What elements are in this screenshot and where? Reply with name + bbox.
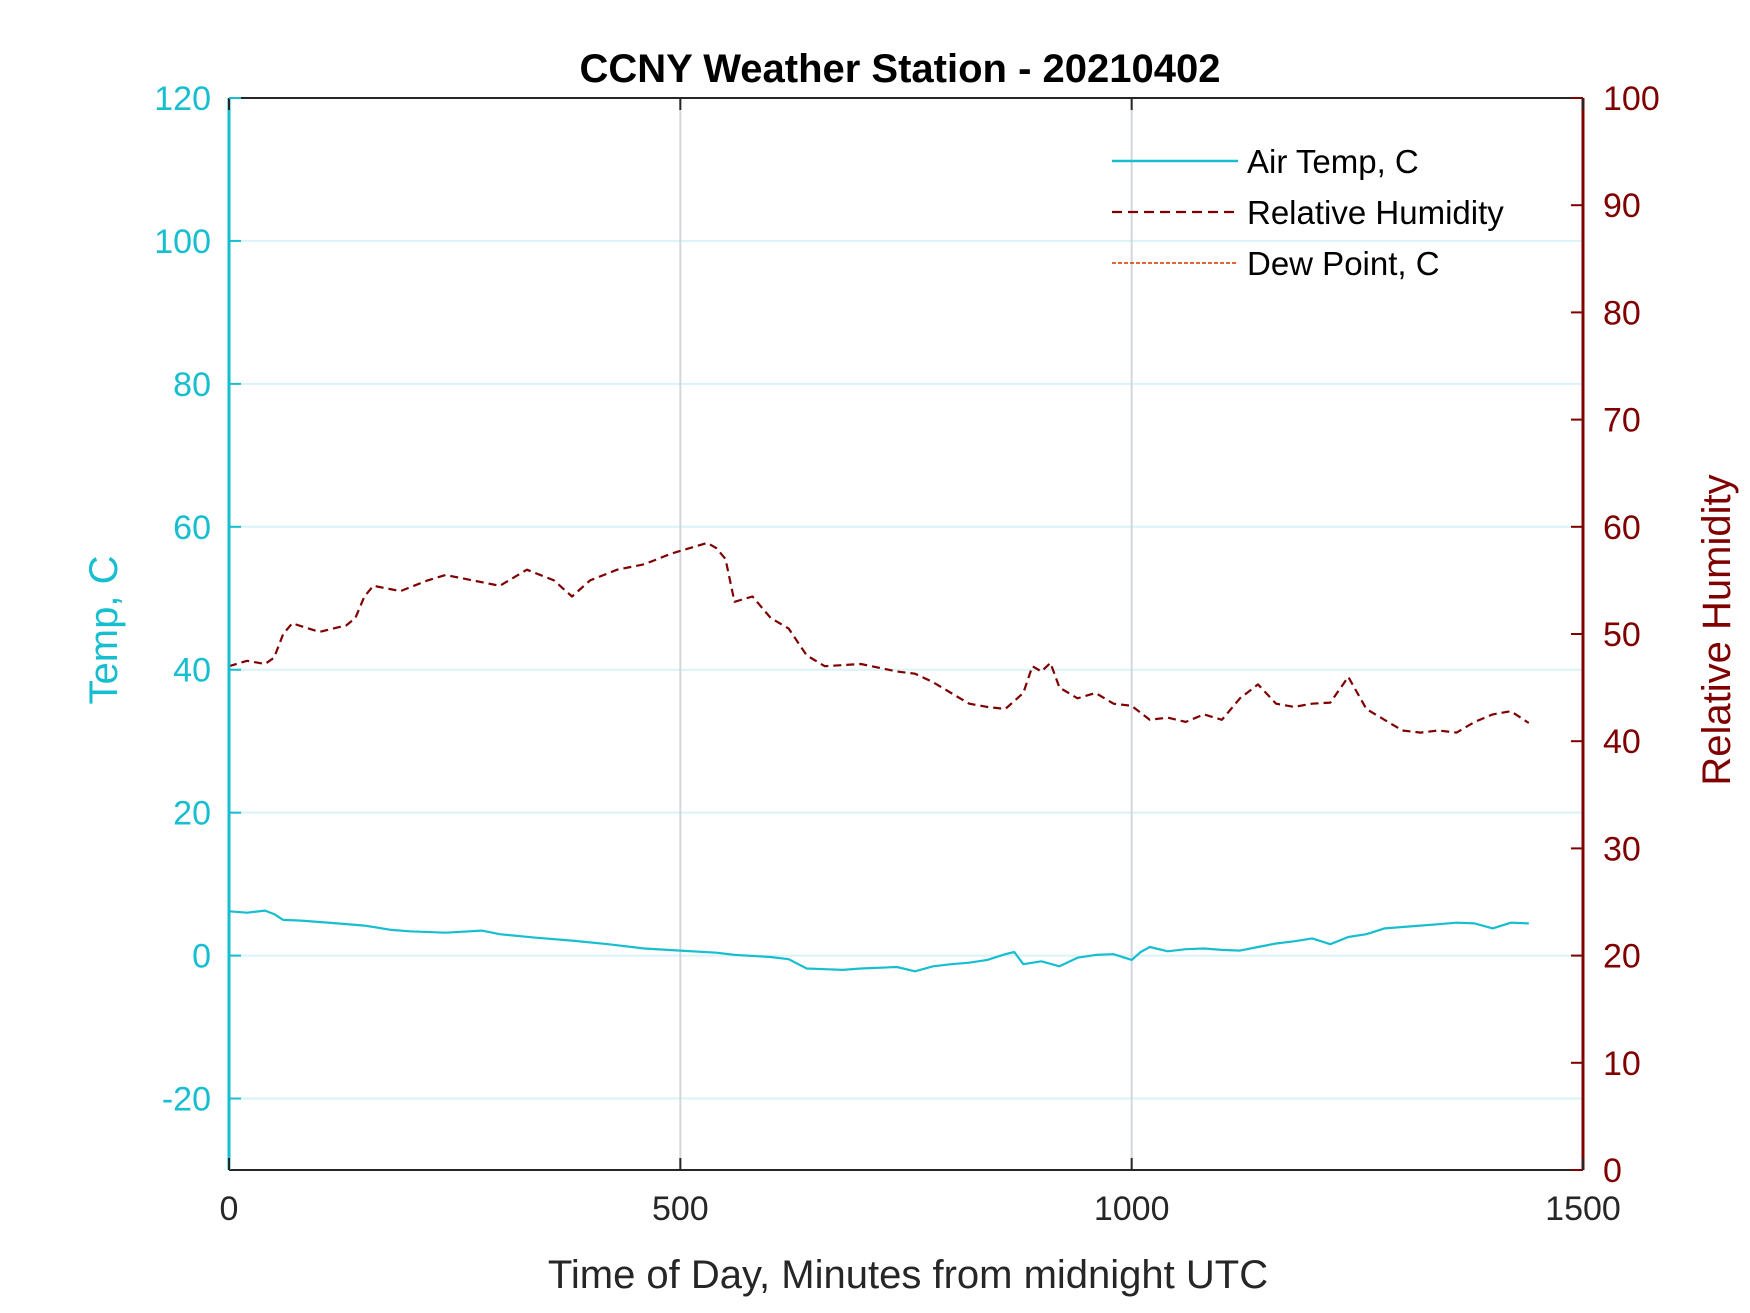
y-left-axis-label: Temp, C: [82, 556, 126, 705]
y-left-tick-label: 20: [173, 795, 211, 833]
grid-lines: [229, 98, 1583, 1170]
y-left-tick-label: 0: [192, 938, 211, 976]
axes-group: 0 500 1000 1500 -20 0 20 40 60 80 100 120 0 10 20 30 40 5…: [154, 80, 1659, 1228]
y-right-tick-label: 60: [1603, 509, 1641, 547]
x-tick-label: 500: [652, 1190, 709, 1228]
y-right-tick-label: 30: [1603, 830, 1641, 868]
series-group: [228, 541, 1530, 973]
legend-label-dew-point: Dew Point, C: [1247, 245, 1440, 282]
y-left-tick-label: 80: [173, 366, 211, 404]
y-right-tick-label: 20: [1603, 938, 1641, 976]
x-tick-label: 0: [220, 1190, 239, 1228]
series-line-1: [228, 541, 1530, 734]
y-right-tick-label: 80: [1603, 294, 1641, 332]
y-right-tick-label: 40: [1603, 723, 1641, 761]
y-right-tick-label: 70: [1603, 402, 1641, 440]
y-right-tick-label: 10: [1603, 1045, 1641, 1083]
y-left-tick-label: 60: [173, 509, 211, 547]
y-left-tick-label: -20: [162, 1081, 211, 1119]
legend: Air Temp, C Relative Humidity Dew Point,…: [1112, 143, 1504, 282]
legend-label-air-temp: Air Temp, C: [1247, 143, 1419, 180]
y-left-tick-label: 120: [154, 80, 211, 118]
legend-label-humidity: Relative Humidity: [1247, 194, 1504, 231]
y-left-tick-label: 100: [154, 223, 211, 261]
y-right-tick-label: 50: [1603, 616, 1641, 654]
y-right-axis-label: Relative Humidity: [1695, 474, 1739, 785]
y-right-tick-label: 0: [1603, 1152, 1622, 1190]
chart-title: CCNY Weather Station - 20210402: [580, 47, 1221, 91]
x-tick-label: 1000: [1094, 1190, 1170, 1228]
y-left-tick-label: 40: [173, 652, 211, 690]
y-right-tick-label: 90: [1603, 187, 1641, 225]
series-line-0: [228, 909, 1529, 973]
x-axis-label: Time of Day, Minutes from midnight UTC: [548, 1253, 1268, 1297]
y-right-tick-label: 100: [1603, 80, 1660, 118]
x-tick-label: 1500: [1545, 1190, 1621, 1228]
